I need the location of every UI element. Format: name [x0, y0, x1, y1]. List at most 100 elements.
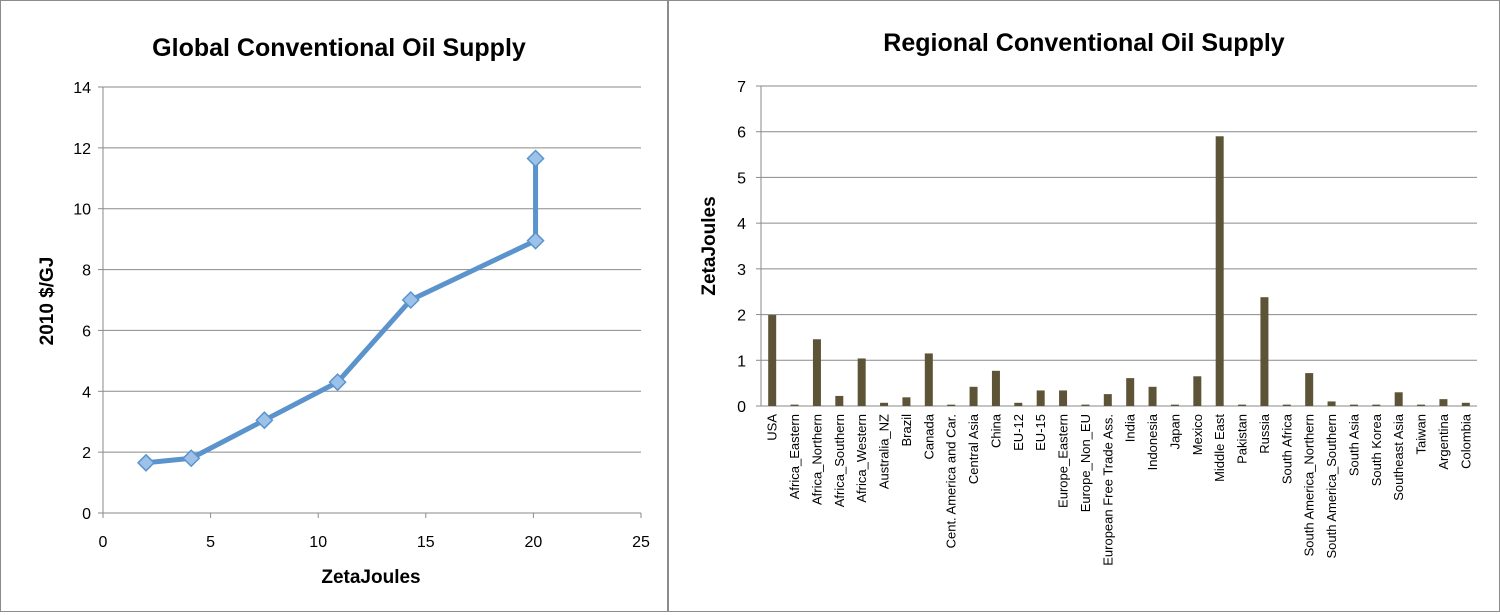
category-label: EU-15: [1033, 414, 1048, 451]
y-axis-title: ZetaJoules: [699, 196, 720, 295]
tick-labels: 0 1 2 3 4 5 6 7: [737, 79, 746, 416]
chart-title: Global Conventional Oil Supply: [152, 34, 526, 62]
global-supply-panel: Global Conventional Oil Supply ZetaJoule…: [0, 0, 668, 612]
category-label: Middle East: [1212, 414, 1227, 482]
bar: [835, 395, 844, 406]
category-label: Australia_NZ: [877, 414, 892, 489]
regional-supply-panel: Regional Conventional Oil Supply ZetaJou…: [668, 0, 1500, 612]
y-tick-label: 7: [737, 79, 746, 96]
tick-labels: 0 2 4 6 8 10 12 14 0 5 10 15 20 25: [73, 80, 650, 551]
category-label: South America_Northern: [1302, 414, 1317, 556]
category-label: Argentina: [1436, 413, 1451, 469]
series-line: [145, 158, 539, 466]
y-tick-label: 2: [737, 308, 746, 325]
x-tick-label: 15: [417, 534, 435, 551]
y-tick-label: 2: [82, 445, 91, 462]
category-label: Russia: [1257, 413, 1272, 454]
gridlines: [103, 86, 641, 453]
global-supply-chart: Global Conventional Oil Supply ZetaJoule…: [37, 34, 650, 588]
bar: [1103, 394, 1112, 406]
category-label: Cent. America and Car.: [944, 414, 959, 548]
bar: [1394, 392, 1403, 406]
category-label: Europe_Eastern: [1056, 414, 1071, 508]
x-axis-title: ZetaJoules: [321, 567, 420, 588]
y-tick-label: 1: [737, 353, 746, 370]
y-tick-label: 0: [737, 399, 746, 416]
bar: [880, 402, 889, 406]
bar: [1260, 297, 1269, 406]
category-label: Africa_Eastern: [787, 414, 802, 499]
category-label: Pakistan: [1235, 414, 1250, 464]
data-point-marker: [401, 290, 420, 310]
category-label: Southeast Asia: [1391, 413, 1406, 500]
bar: [991, 370, 1000, 406]
bar: [1327, 401, 1336, 406]
category-label: USA: [765, 414, 780, 441]
bar: [1193, 376, 1202, 406]
y-tick-label: 5: [737, 170, 746, 187]
bar: [768, 315, 777, 406]
x-tick-label: 5: [206, 534, 215, 551]
bars: [768, 136, 1470, 407]
y-tick-label: 4: [82, 384, 91, 401]
data-point-marker: [182, 449, 201, 468]
category-label: South Asia: [1346, 413, 1361, 476]
bar: [1059, 390, 1068, 406]
x-tick-label: 10: [309, 534, 327, 551]
y-tick-label: 10: [73, 202, 91, 219]
category-label: Africa_Southern: [832, 414, 847, 507]
data-point-marker: [328, 373, 347, 392]
y-tick-label: 14: [73, 80, 91, 97]
category-label: Canada: [921, 413, 936, 459]
bar: [790, 404, 799, 406]
y-tick-label: 3: [737, 262, 746, 279]
category-label: South Korea: [1369, 413, 1384, 486]
bar: [1461, 402, 1470, 406]
regional-supply-chart: Regional Conventional Oil Supply ZetaJou…: [699, 29, 1477, 566]
axes: [756, 85, 1477, 407]
category-label: Brazil: [899, 414, 914, 447]
category-label: Central Asia: [966, 413, 981, 484]
bar: [1014, 402, 1023, 406]
bar: [969, 386, 978, 406]
category-label: South America_Southern: [1324, 414, 1339, 559]
x-tick-label: 20: [525, 534, 543, 551]
category-label: Europe_Non_EU: [1078, 414, 1093, 512]
bar: [1372, 404, 1381, 406]
category-label: EU-12: [1011, 414, 1026, 451]
bar: [947, 404, 956, 406]
y-axis-title: 2010 $/GJ: [37, 257, 58, 346]
axes: [98, 86, 642, 518]
bar: [1036, 390, 1045, 406]
category-label: Indonesia: [1145, 413, 1160, 470]
bar: [902, 397, 911, 406]
data-point-marker: [136, 453, 156, 472]
category-label: China: [988, 413, 1003, 448]
bar: [1305, 373, 1314, 406]
y-tick-label: 8: [82, 263, 91, 280]
category-label: India: [1123, 413, 1138, 442]
bar: [857, 358, 866, 406]
y-tick-label: 0: [82, 506, 91, 523]
category-labels: USA Africa_Eastern Africa_Northern Africa_S…: [765, 413, 1474, 566]
y-tick-label: 6: [82, 323, 91, 340]
x-tick-label: 25: [632, 534, 650, 551]
category-label: Colombia: [1458, 413, 1473, 469]
x-tick-label: 0: [99, 534, 108, 551]
data-point-marker: [255, 411, 274, 430]
bar: [1417, 404, 1426, 406]
bar: [1238, 404, 1247, 406]
bar: [924, 353, 933, 406]
y-tick-label: 12: [73, 141, 91, 158]
series: [136, 149, 545, 472]
bar: [812, 339, 821, 406]
bar: [1170, 404, 1179, 406]
bar: [1439, 399, 1448, 406]
category-label: South Africa: [1279, 413, 1294, 484]
category-label: Taiwan: [1414, 414, 1429, 454]
gridlines: [761, 85, 1477, 361]
y-tick-label: 4: [737, 216, 746, 233]
category-label: European Free Trade Ass.: [1100, 414, 1115, 566]
bar: [1282, 404, 1291, 406]
category-label: Japan: [1167, 414, 1182, 449]
